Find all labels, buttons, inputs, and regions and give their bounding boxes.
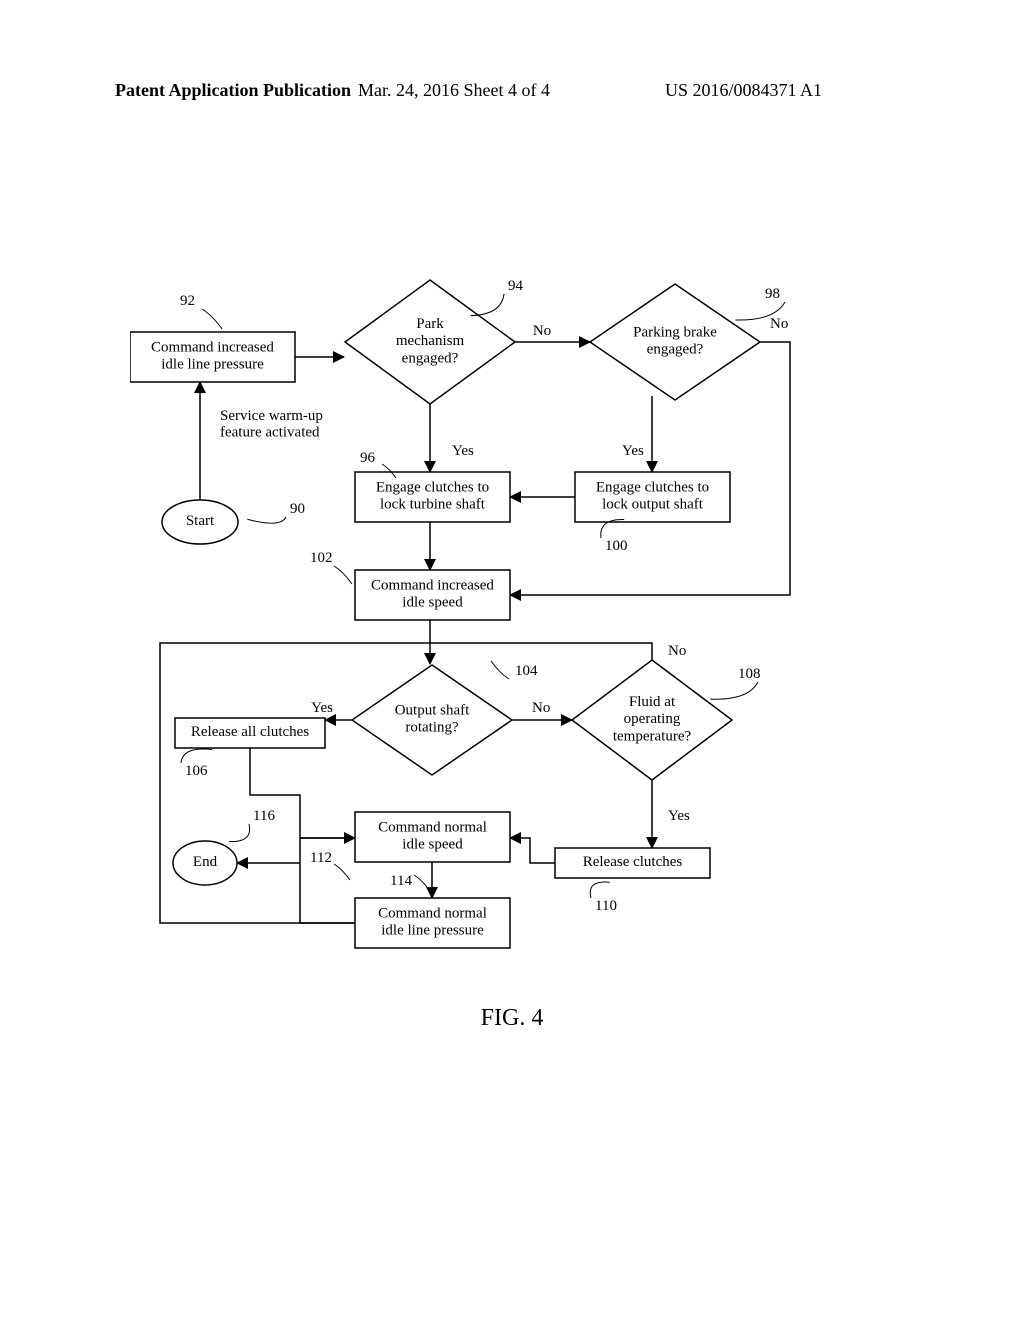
page-header: Patent Application Publication Mar. 24, … bbox=[0, 80, 1024, 110]
svg-text:Yes: Yes bbox=[452, 443, 474, 459]
svg-text:No: No bbox=[770, 316, 788, 332]
svg-text:Release clutches: Release clutches bbox=[583, 854, 683, 870]
header-right: US 2016/0084371 A1 bbox=[665, 80, 822, 101]
figure-caption: FIG. 4 bbox=[0, 1005, 1024, 1032]
shapes-layer: Start Command increasedidle line pressure… bbox=[130, 280, 760, 948]
svg-text:Engage clutches tolock output: Engage clutches tolock output shaft bbox=[596, 480, 709, 513]
svg-text:100: 100 bbox=[605, 538, 628, 554]
svg-text:90: 90 bbox=[290, 501, 305, 517]
svg-text:104: 104 bbox=[515, 663, 538, 679]
svg-text:No: No bbox=[532, 700, 550, 716]
svg-text:106: 106 bbox=[185, 763, 208, 779]
svg-text:98: 98 bbox=[765, 286, 780, 302]
svg-text:94: 94 bbox=[508, 278, 524, 294]
svg-text:Command normalidle line pressu: Command normalidle line pressure bbox=[378, 906, 487, 939]
flowchart-container: Service warm-upfeature activated No Yes No Y… bbox=[130, 260, 890, 985]
svg-text:114: 114 bbox=[390, 873, 412, 889]
header-center: Mar. 24, 2016 Sheet 4 of 4 bbox=[358, 80, 550, 101]
svg-text:No: No bbox=[533, 323, 551, 339]
svg-text:96: 96 bbox=[360, 450, 376, 466]
svg-text:112: 112 bbox=[310, 850, 332, 866]
svg-text:Command increasedidle line pre: Command increasedidle line pressure bbox=[151, 340, 274, 373]
svg-text:Engage clutches tolock turbine: Engage clutches tolock turbine shaft bbox=[376, 480, 489, 513]
svg-text:102: 102 bbox=[310, 550, 333, 566]
svg-text:No: No bbox=[668, 643, 686, 659]
page: Patent Application Publication Mar. 24, … bbox=[0, 0, 1024, 1320]
svg-text:Yes: Yes bbox=[622, 443, 644, 459]
svg-text:108: 108 bbox=[738, 666, 761, 682]
svg-text:End: End bbox=[193, 854, 218, 870]
svg-text:110: 110 bbox=[595, 898, 617, 914]
svg-text:Yes: Yes bbox=[311, 700, 333, 716]
flowchart-svg: Service warm-upfeature activated No Yes No Y… bbox=[130, 260, 890, 980]
svg-text:Service warm-upfeature activat: Service warm-upfeature activated bbox=[220, 408, 323, 441]
svg-text:Start: Start bbox=[186, 513, 215, 529]
header-left: Patent Application Publication bbox=[115, 80, 351, 101]
svg-text:116: 116 bbox=[253, 808, 275, 824]
svg-text:Release all clutches: Release all clutches bbox=[191, 724, 309, 740]
svg-text:92: 92 bbox=[180, 293, 195, 309]
svg-text:Yes: Yes bbox=[668, 808, 690, 824]
